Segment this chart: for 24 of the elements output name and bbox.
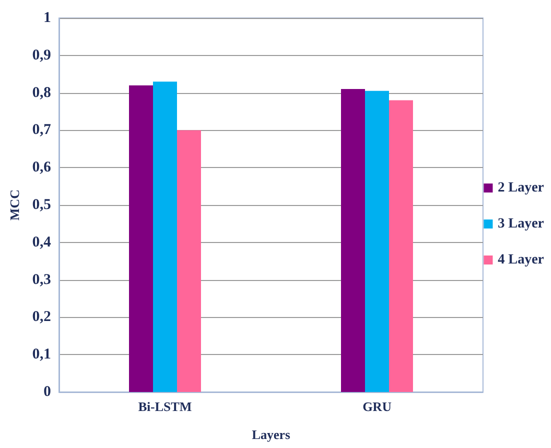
y-tick-label: 0,5: [32, 197, 51, 213]
y-tick-label: 0: [44, 384, 51, 400]
x-axis-title: Layers: [252, 427, 290, 442]
bar: [389, 100, 413, 392]
y-axis-title: MCC: [7, 189, 22, 221]
bar: [153, 82, 177, 392]
y-tick-label: 1: [44, 10, 51, 26]
x-tick-label: Bi-LSTM: [138, 399, 192, 414]
bar: [341, 89, 365, 392]
y-tick-label: 0,9: [32, 47, 51, 64]
y-tick-label: 0,2: [32, 309, 51, 326]
legend-label: 3 Layer: [498, 216, 544, 232]
legend-label: 2 Layer: [498, 180, 544, 196]
y-tick-label: 0,3: [32, 272, 51, 288]
y-tick-label: 0,6: [32, 160, 52, 176]
y-tick-label: 0,4: [32, 234, 52, 250]
y-tick-label: 0,7: [32, 122, 52, 138]
y-tick-label: 0,1: [32, 346, 51, 363]
bar: [177, 130, 201, 392]
legend-label: 4 Layer: [498, 252, 544, 268]
bar: [365, 90, 389, 392]
y-tick-label: 0,8: [32, 84, 51, 101]
bar: [129, 85, 153, 392]
x-tick-label: GRU: [362, 399, 392, 414]
